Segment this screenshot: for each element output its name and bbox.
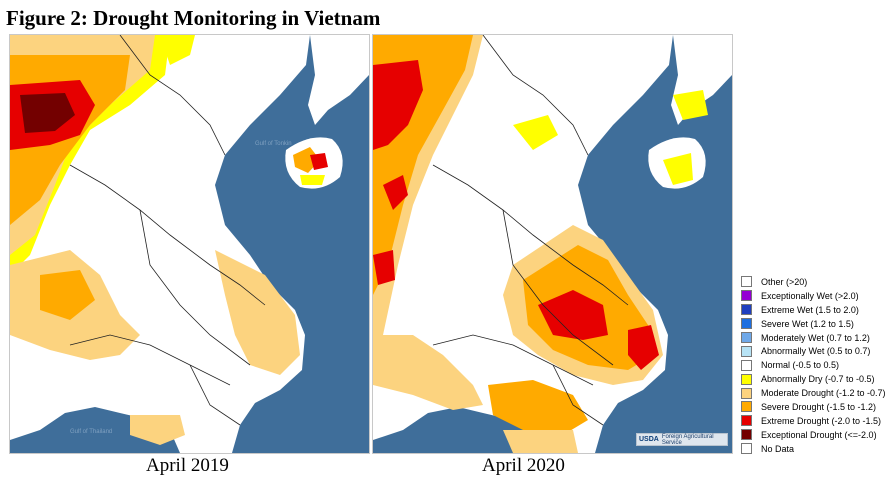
legend-label: Exceptional Drought (<=-2.0): [761, 429, 877, 440]
legend-label: Abnormally Wet (0.5 to 0.7): [761, 346, 871, 357]
map-2020-svg: [373, 35, 732, 453]
legend-swatch: [741, 359, 752, 371]
caption-2020: April 2020: [482, 455, 565, 476]
legend-label: Severe Drought (-1.5 to -1.2): [761, 401, 877, 412]
country-borders: [69, 35, 266, 426]
legend-label: Extreme Drought (-2.0 to -1.5): [761, 415, 882, 426]
caption-2019: April 2019: [146, 455, 229, 476]
usda-logo-mark: USDA: [639, 436, 659, 443]
legend-swatch: [741, 290, 752, 302]
legend-swatch: [741, 415, 752, 427]
legend-item: Exceptionally Wet (>2.0): [741, 289, 887, 303]
drought-layer-2019: [10, 35, 328, 445]
legend-swatch: [741, 429, 752, 441]
legend-item: Severe Drought (-1.5 to -1.2): [741, 400, 887, 414]
legend-swatch: [741, 401, 752, 413]
legend-item: Abnormally Wet (0.5 to 0.7): [741, 344, 887, 358]
legend-item: Moderately Wet (0.7 to 1.2): [741, 331, 887, 345]
legend-swatch: [741, 443, 752, 455]
drought-layer-2020: [373, 35, 708, 453]
legend-item: Severe Wet (1.2 to 1.5): [741, 317, 887, 331]
usda-logo-text: Foreign Agricultural Service: [661, 433, 714, 446]
legend-item: Extreme Wet (1.5 to 2.0): [741, 303, 887, 317]
legend-item: Moderate Drought (-1.2 to -0.7): [741, 386, 887, 400]
leizhou-peninsula: [308, 35, 369, 125]
legend-label: Normal (-0.5 to 0.5): [761, 360, 840, 371]
sea-label-thailand: Gulf of Thailand: [70, 429, 112, 435]
legend-item: No Data: [741, 442, 887, 456]
legend-label: Moderate Drought (-1.2 to -0.7): [761, 388, 886, 399]
legend-label: Extreme Wet (1.5 to 2.0): [761, 304, 859, 315]
legend-item: Other (>20): [741, 275, 887, 289]
legend: Other (>20) Exceptionally Wet (>2.0) Extre…: [741, 275, 887, 456]
legend-label: Exceptionally Wet (>2.0): [761, 290, 859, 301]
figure-title: Figure 2: Drought Monitoring in Vietnam: [6, 6, 381, 30]
legend-swatch: [741, 276, 752, 288]
legend-swatch: [741, 345, 752, 357]
legend-label: No Data: [761, 443, 795, 454]
legend-swatch: [741, 332, 752, 343]
legend-item: Extreme Drought (-2.0 to -1.5): [741, 414, 887, 428]
drought-map-2019: Gulf of Tonkin Gulf of Thailand: [9, 34, 370, 454]
sea-label-tonkin: Gulf of Tonkin: [255, 141, 292, 147]
legend-swatch: [741, 373, 752, 385]
legend-label: Moderately Wet (0.7 to 1.2): [761, 332, 870, 343]
legend-item: Normal (-0.5 to 0.5): [741, 358, 887, 372]
legend-swatch: [741, 387, 752, 399]
drought-map-2020: [372, 34, 733, 454]
usda-logo: USDA Foreign Agricultural Service: [636, 433, 728, 446]
legend-swatch: [741, 318, 752, 330]
legend-item: Exceptional Drought (<=-2.0): [741, 428, 887, 442]
map-2019-svg: Gulf of Tonkin Gulf of Thailand: [10, 35, 369, 453]
legend-label: Abnormally Dry (-0.7 to -0.5): [761, 374, 875, 385]
legend-item: Abnormally Dry (-0.7 to -0.5): [741, 372, 887, 386]
country-borders: [432, 35, 629, 426]
legend-label: Other (>20): [761, 276, 808, 287]
legend-swatch: [741, 304, 752, 316]
legend-label: Severe Wet (1.2 to 1.5): [761, 318, 854, 329]
